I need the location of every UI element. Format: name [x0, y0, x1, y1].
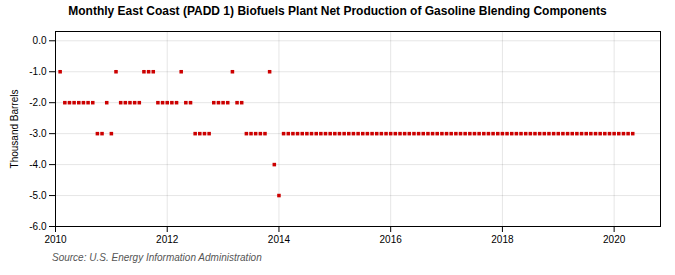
html-text:Monthly East Coast (PADD 1) Bi: Monthly East Coast (PADD 1) Biofuels Pla…: [68, 4, 607, 18]
svg-text:2018: 2018: [491, 234, 514, 245]
svg-text:-1.0: -1.0: [29, 66, 47, 77]
svg-text:2016: 2016: [380, 234, 403, 245]
svg-text:-6.0: -6.0: [29, 221, 47, 232]
svg-text:2014: 2014: [268, 234, 291, 245]
svg-text:2010: 2010: [44, 234, 67, 245]
svg-text:-3.0: -3.0: [29, 128, 47, 139]
svg-text:-5.0: -5.0: [29, 190, 47, 201]
svg-text:-2.0: -2.0: [29, 97, 47, 108]
html-text:Source: U.S. Energy Informatio: Source: U.S. Energy Information Administ…: [52, 252, 262, 263]
svg-text:Thousand Barrels: Thousand Barrels: [9, 90, 20, 169]
svg-text:2012: 2012: [156, 234, 179, 245]
svg-text:-4.0: -4.0: [29, 159, 47, 170]
svg-text:2020: 2020: [603, 234, 626, 245]
svg-text:0.0: 0.0: [33, 35, 47, 46]
